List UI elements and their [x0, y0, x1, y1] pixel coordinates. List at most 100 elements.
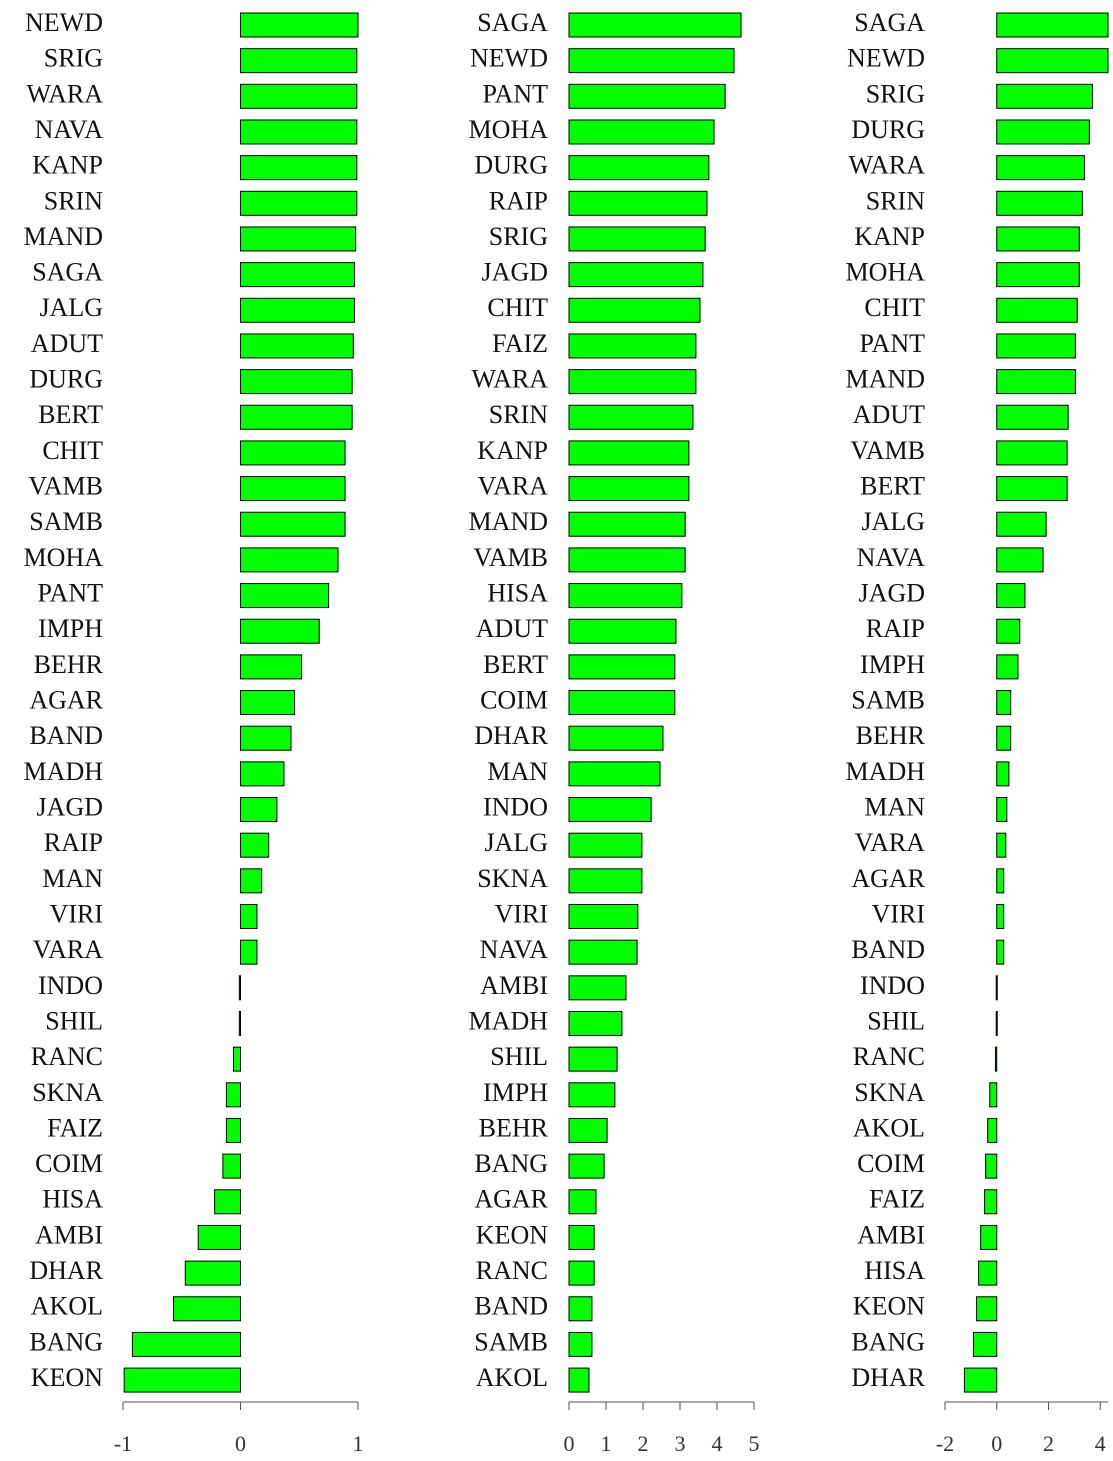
bar	[568, 1117, 608, 1143]
bar	[240, 297, 355, 323]
bar	[123, 1367, 241, 1393]
category-label: DURG	[474, 151, 548, 180]
bar	[996, 583, 1026, 609]
category-label: SKNA	[854, 1078, 925, 1107]
category-label: AGAR	[474, 1185, 548, 1214]
bar	[240, 404, 353, 430]
bar	[240, 832, 270, 858]
bar	[568, 1367, 590, 1393]
category-label: ADUT	[476, 614, 548, 643]
bar	[568, 297, 701, 323]
category-label: VARA	[855, 828, 926, 857]
bar	[568, 190, 708, 216]
category-label: RANC	[853, 1042, 925, 1071]
category-label: WARA	[471, 365, 548, 394]
category-label: VAMB	[473, 543, 548, 572]
bar	[568, 1082, 616, 1108]
category-label: SRIN	[44, 186, 103, 215]
bar	[240, 369, 353, 395]
category-label: MAND	[469, 507, 548, 536]
bar	[568, 404, 694, 430]
bar	[996, 868, 1005, 894]
category-label: JAGD	[37, 792, 103, 821]
category-label: NEWD	[847, 44, 925, 73]
bar	[240, 618, 320, 644]
category-label: VIRI	[495, 899, 548, 928]
category-label: BAND	[29, 721, 103, 750]
bar	[225, 1082, 241, 1108]
category-label: SRIG	[489, 222, 548, 251]
bar	[996, 48, 1109, 74]
category-label: KANP	[854, 222, 925, 251]
bar	[996, 832, 1007, 858]
bar	[240, 547, 339, 573]
category-label: COIM	[480, 686, 548, 715]
bar	[240, 155, 358, 181]
bar	[131, 1331, 241, 1357]
bar	[568, 1189, 597, 1215]
bar	[568, 511, 686, 537]
bar	[568, 654, 676, 680]
category-label: CHIT	[487, 293, 548, 322]
bar	[232, 1046, 241, 1072]
bar	[214, 1189, 241, 1215]
category-label: NAVA	[857, 543, 926, 572]
bar	[568, 1260, 595, 1286]
bar	[996, 725, 1012, 751]
bar	[568, 939, 638, 965]
category-label: COIM	[857, 1149, 925, 1178]
bar	[240, 83, 358, 109]
bar	[568, 761, 661, 787]
category-label: SAGA	[32, 258, 103, 287]
bar	[989, 1082, 998, 1108]
category-label: KEON	[853, 1292, 925, 1321]
category-label: AMBI	[857, 1220, 925, 1249]
category-label: JAGD	[482, 258, 548, 287]
category-label: CHIT	[864, 293, 925, 322]
bar	[996, 155, 1085, 181]
bar	[568, 583, 683, 609]
category-label: DHAR	[29, 1256, 103, 1285]
category-label: RAIP	[489, 186, 548, 215]
x-tick-label: 2	[1043, 1431, 1054, 1456]
category-label: WARA	[848, 151, 925, 180]
category-label: WARA	[26, 79, 103, 108]
bar	[240, 690, 296, 716]
category-label: MAND	[24, 222, 103, 251]
bar	[996, 297, 1078, 323]
bar	[568, 440, 690, 466]
category-label: MAN	[42, 864, 103, 893]
category-label: AGAR	[29, 686, 103, 715]
category-label: NAVA	[480, 935, 549, 964]
category-label: IMPH	[38, 614, 103, 643]
category-label: KEON	[31, 1363, 103, 1392]
bar	[240, 939, 258, 965]
x-tick-label: 1	[353, 1431, 364, 1456]
bar	[995, 1010, 998, 1036]
bar	[994, 1046, 998, 1072]
bar	[984, 1189, 998, 1215]
bar	[197, 1224, 241, 1250]
category-label: MOHA	[846, 258, 926, 287]
bar	[240, 119, 358, 145]
bar	[240, 190, 358, 216]
x-tick-label: 0	[235, 1431, 246, 1456]
category-label: SHIL	[490, 1042, 548, 1071]
bar	[568, 12, 742, 38]
category-label: RAIP	[866, 614, 925, 643]
bar	[568, 1331, 593, 1357]
category-label: BANG	[474, 1149, 548, 1178]
category-label: SHIL	[45, 1006, 103, 1035]
category-label: BEHR	[479, 1113, 549, 1142]
category-label: KANP	[32, 151, 103, 180]
category-label: MOHA	[469, 115, 549, 144]
category-label: CHIT	[42, 436, 103, 465]
bar	[996, 476, 1068, 502]
category-label: ADUT	[31, 329, 103, 358]
bar	[240, 725, 292, 751]
category-label: MADH	[469, 1006, 549, 1035]
category-label: PANT	[37, 579, 103, 608]
bar	[240, 48, 358, 74]
category-label: BEHR	[34, 650, 104, 679]
category-label: SRIN	[489, 400, 548, 429]
